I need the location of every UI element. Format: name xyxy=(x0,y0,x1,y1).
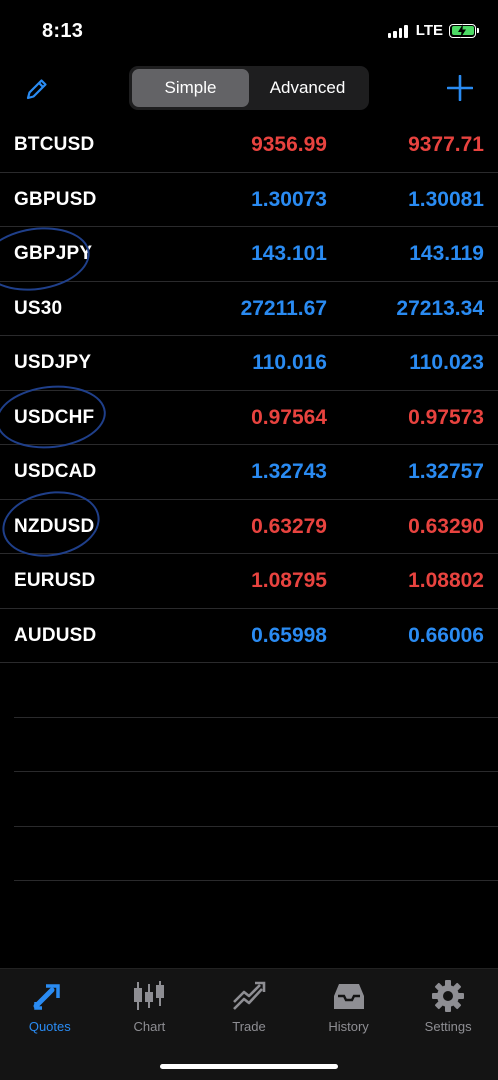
battery-icon xyxy=(449,23,479,38)
tab-label: Quotes xyxy=(28,1019,71,1034)
status-time: 8:13 xyxy=(42,20,84,42)
quote-symbol: GBPUSD xyxy=(14,188,97,210)
quote-ask: 1.08802 xyxy=(408,569,484,592)
quote-symbol: AUDUSD xyxy=(14,624,97,646)
quote-symbol: NZDUSD xyxy=(14,515,95,537)
trade-trend-icon xyxy=(231,979,267,1013)
tab-chart[interactable]: Chart xyxy=(100,979,200,1041)
quote-ask: 0.66006 xyxy=(408,623,484,647)
status-bar: 8:13 LTE xyxy=(0,0,498,62)
quote-bid: 0.65998 xyxy=(251,623,327,647)
list-divider xyxy=(14,771,498,826)
quote-ask: 0.97573 xyxy=(408,405,484,429)
quote-symbol: USDJPY xyxy=(14,352,92,373)
segment-simple[interactable]: Simple xyxy=(132,69,249,107)
quote-row[interactable]: AUDUSD 0.65998 0.66006 xyxy=(0,609,498,663)
list-divider xyxy=(14,662,498,717)
quote-symbol: GBPJPY xyxy=(14,243,93,264)
quote-bid: 0.63279 xyxy=(251,514,327,538)
tab-bar: Quotes Chart Trade xyxy=(0,968,498,1080)
quote-bid: 0.97564 xyxy=(251,405,327,429)
home-indicator xyxy=(160,1064,338,1069)
view-mode-segmented-control: Simple Advanced xyxy=(129,66,369,110)
quote-row[interactable]: USDCHF 0.97564 0.97573 xyxy=(0,391,498,445)
quote-row[interactable]: USDCAD 1.32743 1.32757 xyxy=(0,445,498,500)
quote-ask: 110.023 xyxy=(409,351,484,374)
empty-list-area xyxy=(14,662,498,935)
tab-label: Settings xyxy=(424,1019,472,1034)
quote-symbol: BTCUSD xyxy=(14,134,95,155)
tab-history[interactable]: History xyxy=(299,979,399,1041)
tab-label: History xyxy=(328,1019,369,1034)
tab-label: Trade xyxy=(232,1019,266,1034)
quote-bid: 110.016 xyxy=(252,351,327,374)
quotes-list: BTCUSD 9356.99 9377.71 GBPUSD 1.30073 1.… xyxy=(0,118,498,663)
quote-ask: 9377.71 xyxy=(408,133,484,156)
tab-trade[interactable]: Trade xyxy=(199,979,299,1041)
quote-ask: 0.63290 xyxy=(408,514,484,538)
quote-row[interactable]: BTCUSD 9356.99 9377.71 xyxy=(0,118,498,173)
quote-bid: 27211.67 xyxy=(240,296,327,320)
quote-ask: 27213.34 xyxy=(396,296,484,320)
quotes-arrows-icon xyxy=(32,979,68,1013)
signal-icon xyxy=(387,24,408,38)
quote-row[interactable]: GBPJPY 143.101 143.119 xyxy=(0,227,498,282)
edit-button[interactable] xyxy=(22,74,52,104)
quote-bid: 1.08795 xyxy=(251,569,327,592)
list-divider xyxy=(14,825,498,881)
quote-bid: 1.30073 xyxy=(251,187,327,211)
quote-row[interactable]: GBPUSD 1.30073 1.30081 xyxy=(0,173,498,227)
tab-quotes[interactable]: Quotes xyxy=(0,979,100,1041)
quote-symbol: US30 xyxy=(14,297,63,319)
quote-ask: 1.30081 xyxy=(408,187,484,211)
quote-symbol: EURUSD xyxy=(14,570,96,591)
quote-row[interactable]: EURUSD 1.08795 1.08802 xyxy=(0,554,498,609)
quote-symbol: USDCHF xyxy=(14,406,95,428)
segment-advanced[interactable]: Advanced xyxy=(269,78,346,97)
pencil-icon xyxy=(26,79,47,100)
nav-bar: Simple Advanced xyxy=(0,62,498,118)
quote-ask: 143.119 xyxy=(409,242,484,265)
quote-bid: 9356.99 xyxy=(251,133,327,156)
quote-symbol: USDCAD xyxy=(14,461,97,482)
quote-row[interactable]: NZDUSD 0.63279 0.63290 xyxy=(0,500,498,554)
quote-row[interactable]: USDJPY 110.016 110.023 xyxy=(0,336,498,391)
candlestick-chart-icon xyxy=(131,979,167,1013)
gear-icon xyxy=(431,979,465,1013)
quote-bid: 143.101 xyxy=(251,242,327,265)
quote-bid: 1.32743 xyxy=(251,460,327,483)
plus-icon xyxy=(447,75,473,101)
tab-label: Chart xyxy=(133,1019,166,1034)
list-divider xyxy=(14,716,498,772)
add-symbol-button[interactable] xyxy=(444,72,476,104)
quote-row[interactable]: US30 27211.67 27213.34 xyxy=(0,282,498,336)
network-label: LTE xyxy=(415,22,443,39)
status-indicators: LTE xyxy=(387,22,479,39)
tab-settings[interactable]: Settings xyxy=(398,979,498,1041)
list-divider xyxy=(14,880,498,935)
inbox-history-icon xyxy=(331,979,367,1013)
quote-ask: 1.32757 xyxy=(408,460,484,483)
